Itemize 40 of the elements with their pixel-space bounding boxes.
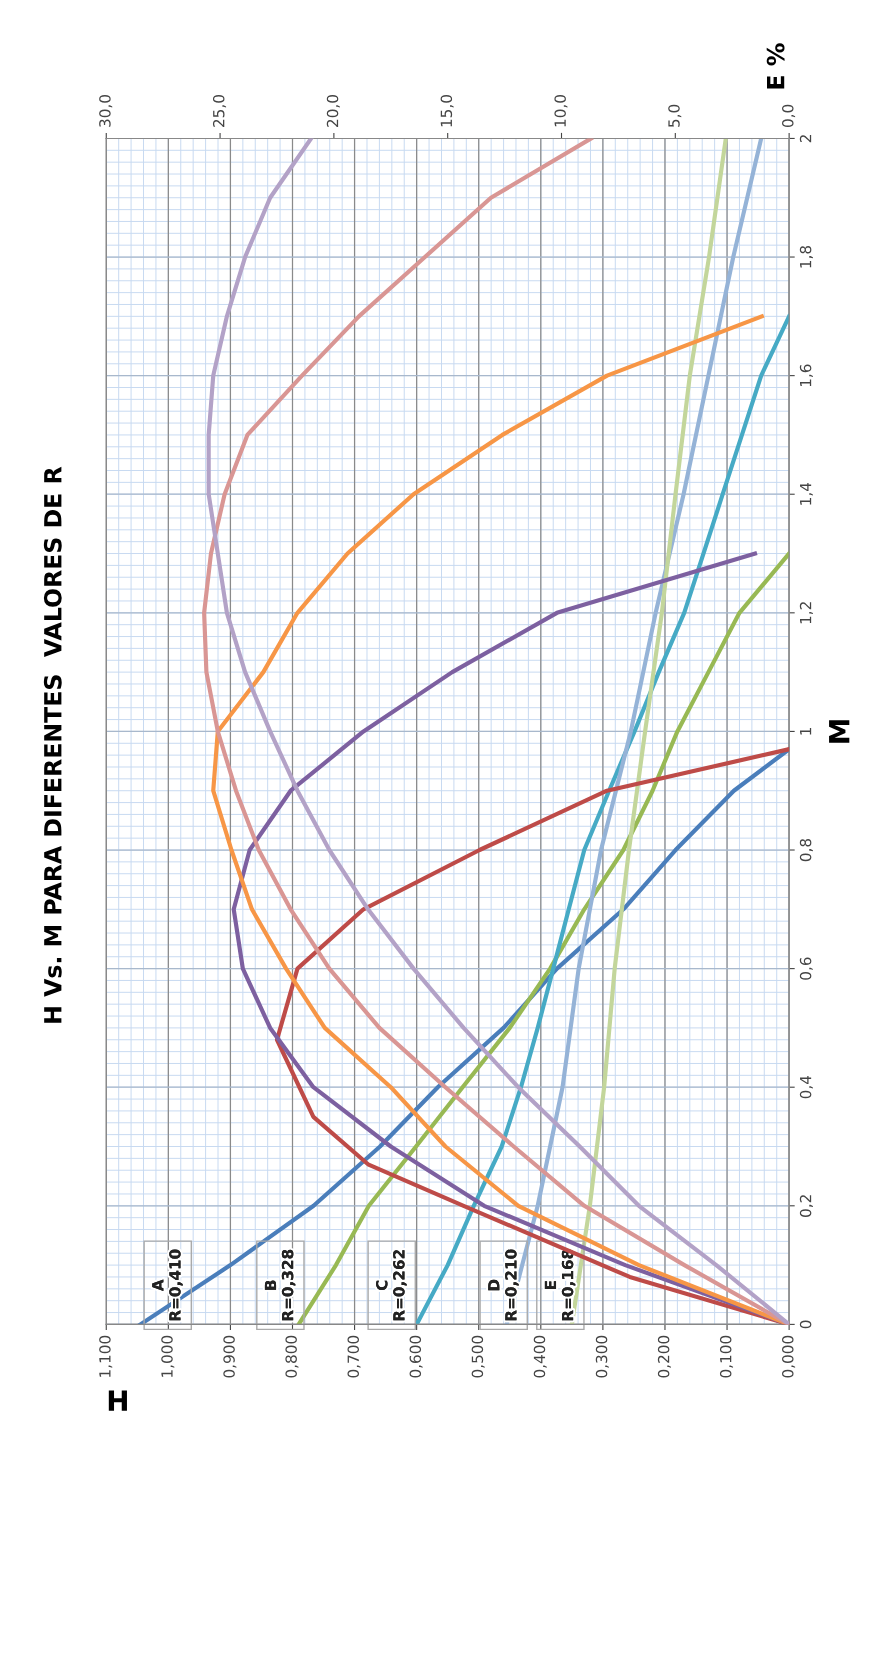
x2-tick-label: 20,0 [326, 95, 340, 127]
x-tick-label: 0,800 [285, 1335, 299, 1378]
line-series [504, 138, 764, 1325]
y-tick-label: 0,2 [799, 1195, 813, 1217]
y-tick-label: 0,6 [799, 957, 813, 980]
y-tick-label: 1,2 [799, 602, 813, 624]
x2-tick-label: 0,0 [782, 104, 796, 128]
y-tick-label: 0,4 [799, 1075, 813, 1099]
annotation: C R=0,262 [376, 1250, 407, 1321]
x-tick-label: 1,100 [99, 1335, 113, 1377]
x-tick-label: 0,300 [595, 1335, 609, 1378]
annotation: B R=0,328 [264, 1249, 296, 1321]
y-tick-label: 0 [799, 1320, 812, 1329]
x-axis-title: H [108, 1390, 127, 1411]
x2-tick-label: 10,0 [554, 95, 568, 127]
x-tick-label: 0,000 [782, 1335, 796, 1378]
y-tick-label: 1 [800, 727, 812, 735]
annotation: D R=0,210 [488, 1249, 519, 1321]
line-series [414, 314, 790, 1325]
x-tick-label: 0,200 [657, 1335, 671, 1378]
x-tick-label: 0,600 [409, 1335, 423, 1378]
text: H Vs. M PARA DIFERENTES VALORES DE R [43, 466, 62, 1023]
x-tick-label: 0,500 [471, 1335, 485, 1378]
y-tick-label: 1,4 [800, 482, 813, 505]
x2-tick-label: 30,0 [99, 95, 113, 127]
y-tick-label: 1,8 [799, 245, 813, 268]
annotation: A R=0,410 [152, 1249, 183, 1321]
y-axis-title: M [829, 720, 850, 743]
x-tick-label: 1,000 [161, 1335, 175, 1377]
x-tick-label: 0,400 [533, 1335, 547, 1378]
y-tick-label: 0,8 [799, 838, 813, 862]
x-tick-label: 0,700 [347, 1335, 361, 1378]
x2-tick-label: 15,0 [440, 95, 454, 127]
y-tick-label: 2 [799, 135, 812, 143]
x-tick-label: 0,900 [223, 1335, 237, 1378]
y-tick-label: 1,6 [799, 364, 813, 387]
x-tick-label: 0,100 [719, 1335, 734, 1378]
x2-tick-label: 25,0 [212, 95, 227, 127]
x2-axis-title: E % [766, 43, 785, 89]
x2-tick-label: 5,0 [668, 104, 682, 127]
